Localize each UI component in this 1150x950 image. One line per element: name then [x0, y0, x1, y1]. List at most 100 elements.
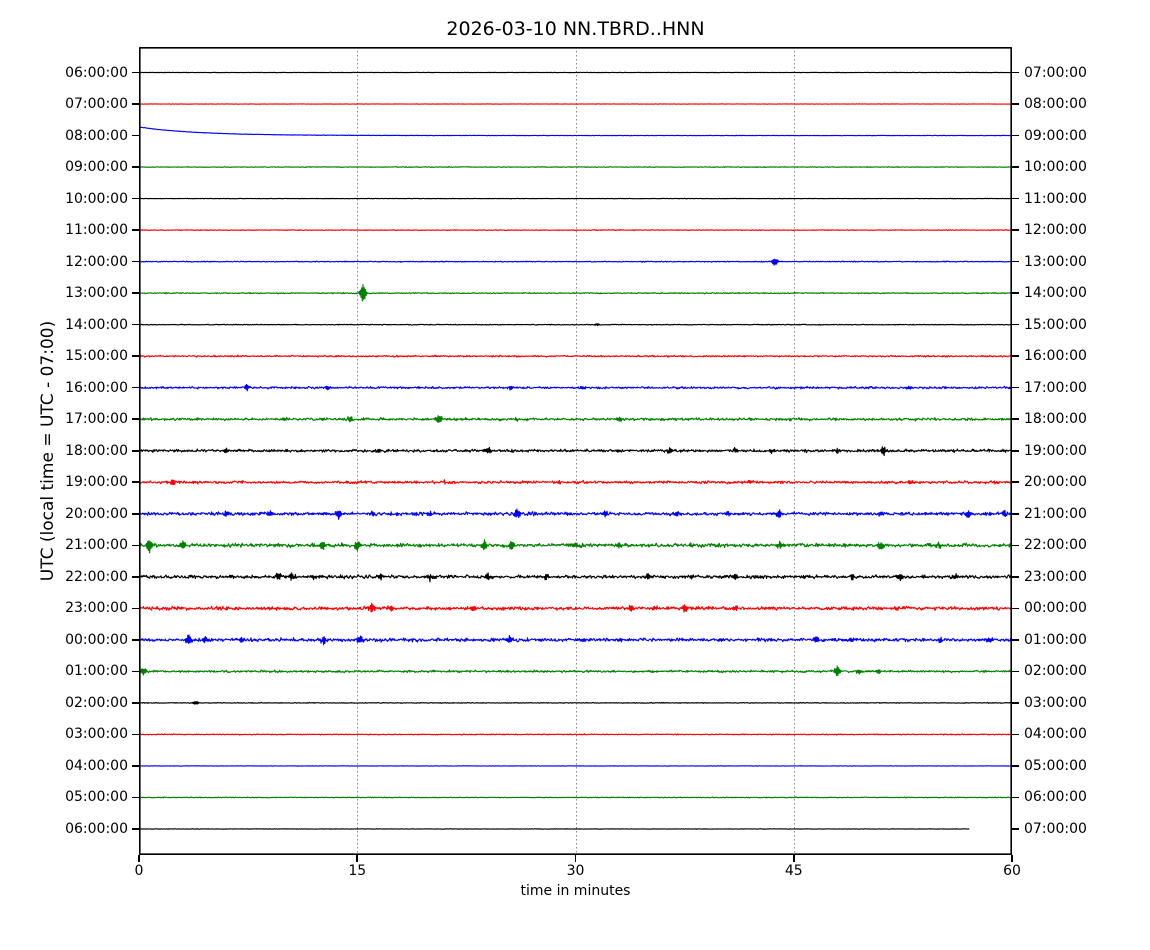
right-time-label: 16:00:00 — [1024, 348, 1087, 365]
left-time-label: 05:00:00 — [65, 789, 128, 806]
y-tick-right — [1012, 828, 1019, 830]
x-tick-label: 45 — [784, 863, 803, 879]
y-tick-right — [1012, 134, 1019, 137]
x-tick-label: 30 — [566, 863, 585, 879]
y-tick-left — [132, 260, 139, 263]
y-tick-left — [132, 166, 139, 168]
left-time-label: 10:00:00 — [65, 190, 128, 207]
left-time-label: 09:00:00 — [65, 159, 128, 176]
right-time-label: 08:00:00 — [1024, 96, 1087, 113]
left-time-label: 18:00:00 — [65, 442, 128, 459]
right-time-label: 23:00:00 — [1024, 568, 1087, 585]
y-tick-right — [1012, 355, 1019, 357]
y-tick-right — [1012, 323, 1019, 326]
right-time-label: 01:00:00 — [1024, 631, 1087, 648]
y-tick-right — [1012, 449, 1019, 452]
y-tick-left — [132, 765, 139, 767]
chart-title: 2026-03-10 NN.TBRD..HNN — [446, 18, 705, 40]
y-tick-right — [1012, 544, 1019, 547]
left-time-label: 01:00:00 — [65, 663, 128, 680]
x-tick-label: 15 — [348, 863, 367, 879]
left-time-label: 15:00:00 — [65, 348, 128, 365]
right-time-label: 04:00:00 — [1024, 726, 1087, 743]
y-tick-right — [1012, 481, 1019, 484]
y-tick-left — [132, 481, 139, 484]
right-time-label: 05:00:00 — [1024, 757, 1087, 774]
y-tick-right — [1012, 386, 1019, 389]
left-time-label: 06:00:00 — [65, 820, 128, 837]
right-time-label: 21:00:00 — [1024, 505, 1087, 522]
right-time-label: 13:00:00 — [1024, 253, 1087, 270]
right-time-label: 18:00:00 — [1024, 411, 1087, 428]
y-tick-left — [132, 103, 139, 105]
right-time-label: 15:00:00 — [1024, 316, 1087, 333]
y-tick-right — [1012, 607, 1019, 610]
y-tick-left — [132, 702, 139, 704]
right-time-label: 20:00:00 — [1024, 474, 1087, 491]
x-tick — [138, 855, 140, 862]
right-time-label: 17:00:00 — [1024, 379, 1087, 396]
y-tick-left — [132, 544, 139, 547]
y-tick-left — [132, 71, 139, 74]
left-time-label: 07:00:00 — [65, 96, 128, 113]
y-tick-right — [1012, 733, 1019, 736]
y-tick-right — [1012, 197, 1019, 200]
left-time-label: 08:00:00 — [65, 127, 128, 144]
left-time-label: 19:00:00 — [65, 474, 128, 491]
x-tick — [574, 855, 577, 862]
y-tick-right — [1012, 639, 1019, 641]
right-time-label: 03:00:00 — [1024, 694, 1087, 711]
left-time-label: 21:00:00 — [65, 537, 128, 554]
right-time-label: 00:00:00 — [1024, 600, 1087, 617]
left-time-label: 00:00:00 — [65, 631, 128, 648]
y-tick-left — [132, 386, 139, 389]
y-tick-right — [1012, 260, 1019, 263]
left-time-label: 23:00:00 — [65, 600, 128, 617]
x-tick — [1011, 855, 1013, 862]
y-tick-left — [132, 796, 139, 799]
left-time-label: 13:00:00 — [65, 285, 128, 302]
right-time-label: 14:00:00 — [1024, 285, 1087, 302]
left-time-label: 06:00:00 — [65, 64, 128, 81]
right-time-label: 07:00:00 — [1024, 64, 1087, 81]
y-tick-right — [1012, 796, 1019, 799]
left-time-label: 14:00:00 — [65, 316, 128, 333]
left-time-label: 16:00:00 — [65, 379, 128, 396]
y-tick-left — [132, 733, 139, 736]
right-time-label: 12:00:00 — [1024, 222, 1087, 239]
left-time-label: 03:00:00 — [65, 726, 128, 743]
y-tick-left — [132, 418, 139, 420]
y-tick-right — [1012, 292, 1019, 294]
y-tick-right — [1012, 765, 1019, 767]
right-time-label: 02:00:00 — [1024, 663, 1087, 680]
left-time-label: 04:00:00 — [65, 757, 128, 774]
y-tick-right — [1012, 229, 1019, 231]
y-tick-left — [132, 512, 139, 515]
y-tick-left — [132, 323, 139, 326]
y-tick-left — [132, 639, 139, 641]
y-tick-right — [1012, 71, 1019, 74]
plot-area — [139, 47, 1012, 855]
x-tick — [792, 855, 795, 862]
right-time-label: 11:00:00 — [1024, 190, 1087, 207]
right-time-label: 10:00:00 — [1024, 159, 1087, 176]
y-tick-right — [1012, 418, 1019, 420]
y-tick-right — [1012, 670, 1019, 673]
y-tick-left — [132, 134, 139, 137]
seismogram-canvas — [139, 47, 1012, 855]
y-tick-right — [1012, 576, 1019, 578]
x-tick-label: 0 — [134, 863, 144, 879]
y-tick-left — [132, 197, 139, 200]
left-time-label: 22:00:00 — [65, 568, 128, 585]
y-tick-right — [1012, 166, 1019, 168]
left-time-label: 11:00:00 — [65, 222, 128, 239]
left-time-label: 12:00:00 — [65, 253, 128, 270]
y-tick-right — [1012, 103, 1019, 105]
x-axis-label: time in minutes — [520, 883, 631, 899]
left-time-label: 02:00:00 — [65, 694, 128, 711]
y-tick-right — [1012, 512, 1019, 515]
y-tick-left — [132, 292, 139, 294]
y-tick-left — [132, 355, 139, 357]
x-tick-label: 60 — [1003, 863, 1021, 879]
